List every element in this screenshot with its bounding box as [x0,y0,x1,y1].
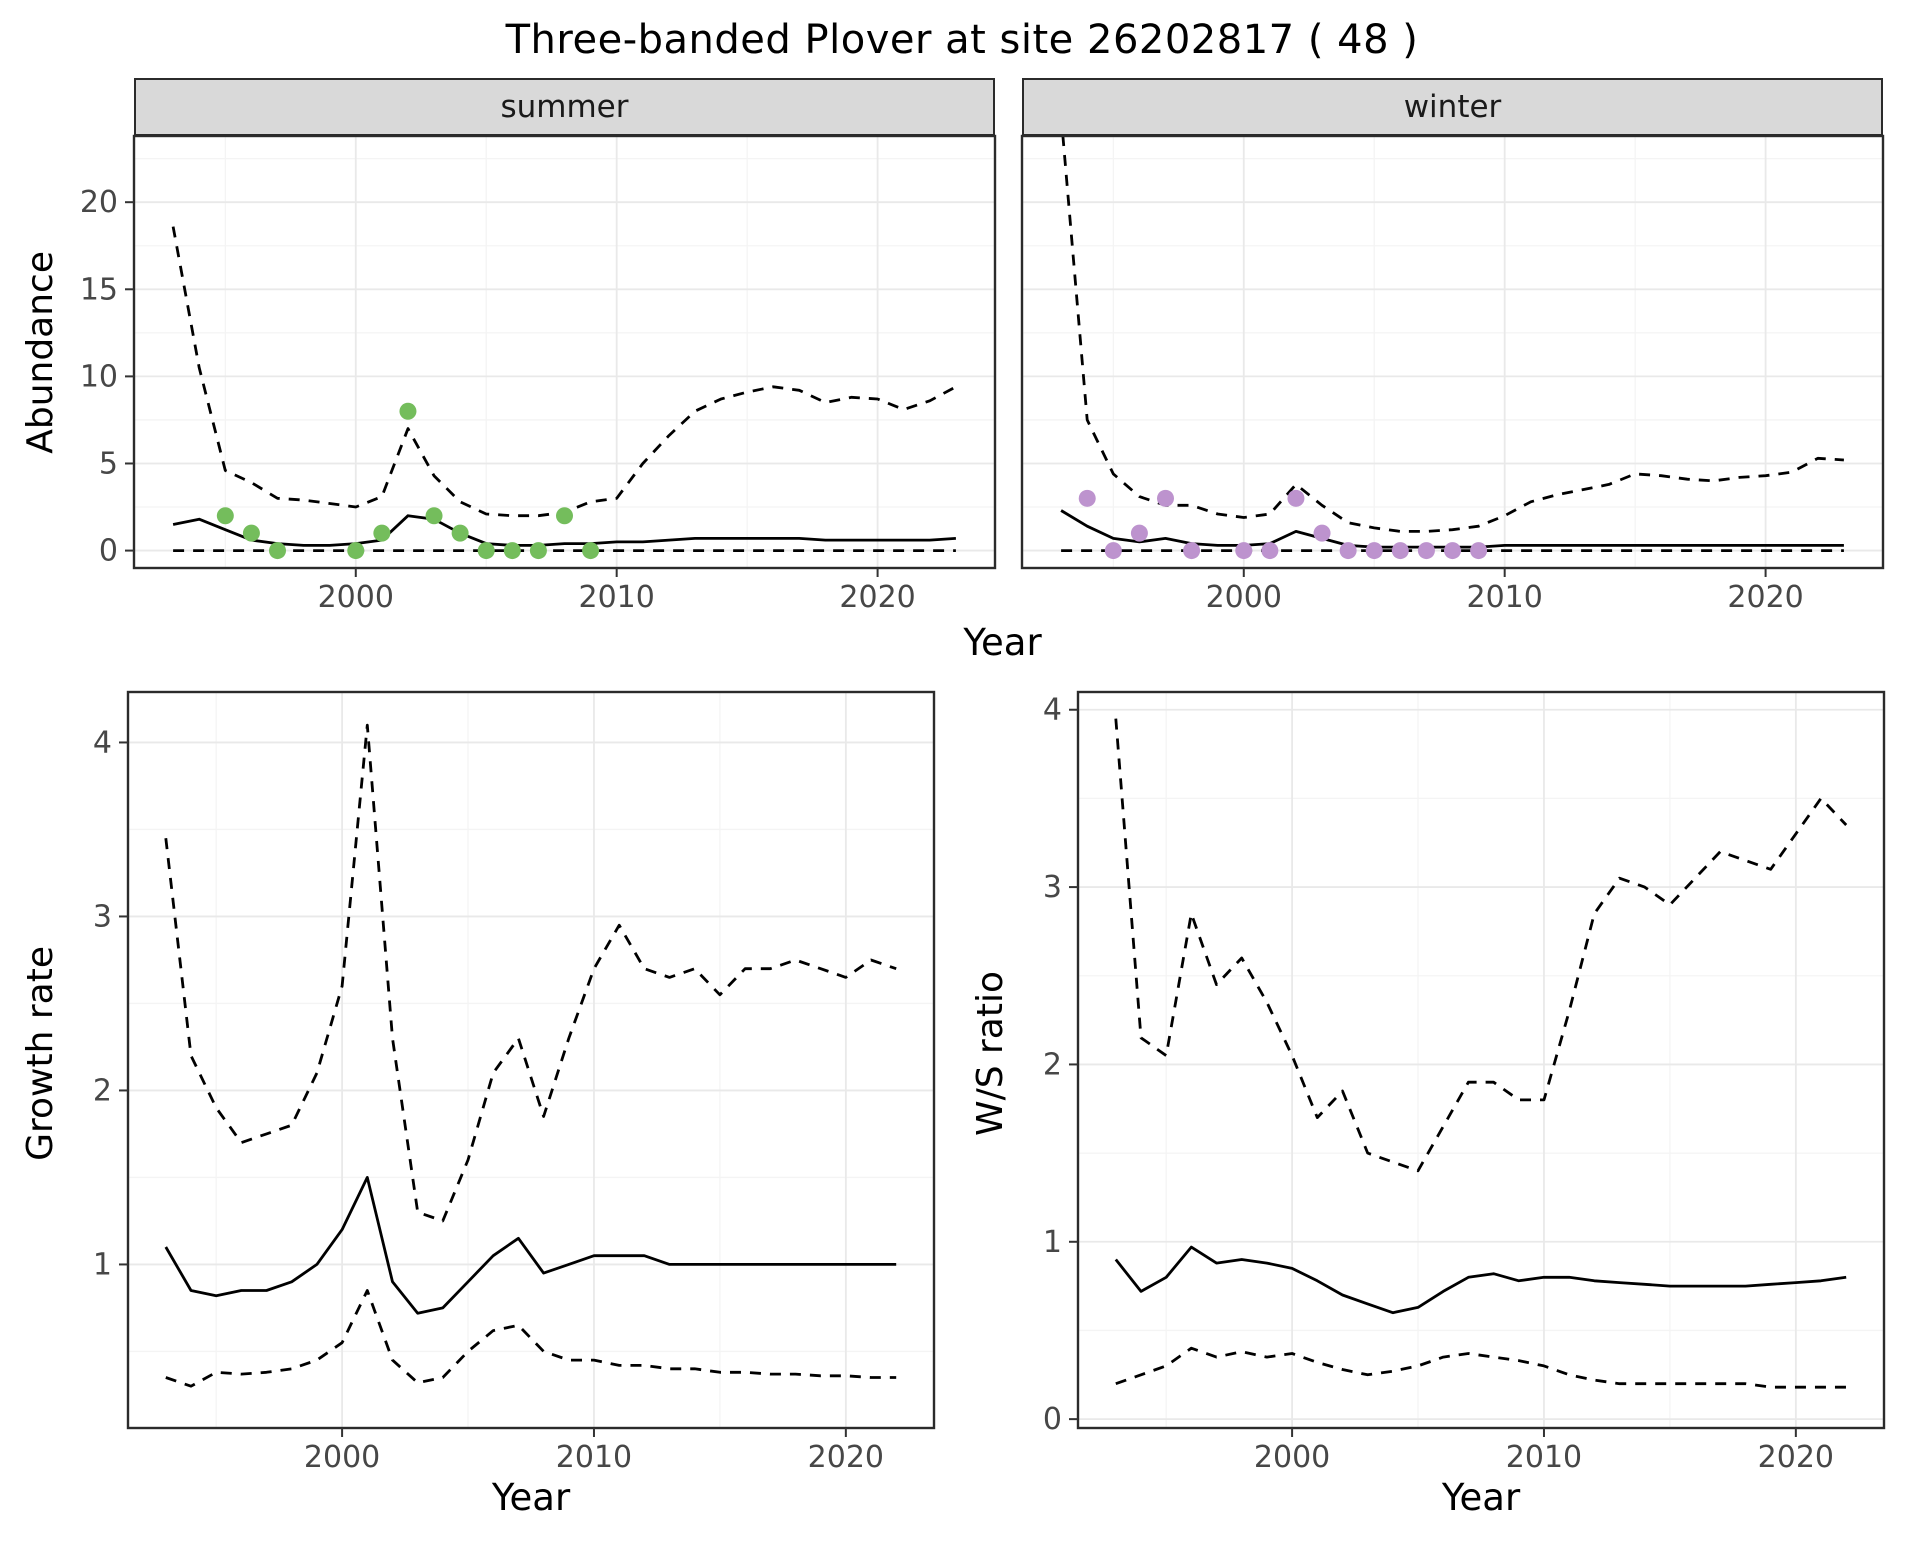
svg-text:4: 4 [1043,693,1062,728]
svg-text:15: 15 [80,272,118,307]
growth-rate-chart: 2000 2010 2020 1 2 3 4 [93,690,936,1474]
growth-plot-column: 2000 2010 2020 1 2 3 4 Year [68,684,944,1519]
svg-text:2: 2 [93,1073,112,1108]
ws-ylabel-column: W/S ratio [962,684,1018,1519]
growth-x-axis-label-text: Year [491,1476,571,1519]
growth-rate-plot: Growth rate 2000 2010 2020 1 2 3 4 Year [12,684,944,1519]
bottom-plots-row: Growth rate 2000 2010 2020 1 2 3 4 Year W/S ra… [12,684,1912,1519]
facet-strip-winter: winter [1022,78,1883,136]
abundance-winter-chart: 2000 2010 2020 [1020,134,1885,613]
svg-text:0: 0 [1043,1402,1062,1437]
svg-text:2000: 2000 [1254,1440,1330,1474]
facet-strip-winter-label: winter [1403,89,1502,125]
svg-text:1: 1 [93,1247,112,1282]
facet-strip-summer-label: summer [500,89,629,125]
svg-text:3: 3 [93,899,112,934]
svg-text:20: 20 [80,185,118,220]
ws-ratio-plot: W/S ratio 2000 2010 2020 0 1 2 3 4 Year [962,684,1894,1519]
ws-ratio-chart: 2000 2010 2020 0 1 2 3 4 [1043,690,1886,1474]
svg-text:2000: 2000 [304,1440,380,1474]
svg-text:1: 1 [1043,1225,1062,1260]
svg-text:2010: 2010 [1506,1440,1582,1474]
svg-text:3: 3 [1043,870,1062,905]
growth-ylabel-column: Growth rate [12,684,68,1519]
facet-row: summer 2000 2010 2020 0 5 10 15 20 winter 2000 2… [68,78,1887,613]
svg-text:2010: 2010 [556,1440,632,1474]
svg-text:5: 5 [99,446,118,481]
abundance-plot: Abundance summer 2000 2010 2020 0 5 10 15 20 wi… [12,78,1912,613]
ws-x-axis-label-text: Year [1441,1476,1521,1519]
facet-summer: summer 2000 2010 2020 0 5 10 15 20 [68,78,998,613]
facet-winter: winter 2000 2010 2020 [998,78,1887,613]
ws-plot-column: 2000 2010 2020 0 1 2 3 4 Year [1018,684,1894,1519]
svg-text:2010: 2010 [579,580,655,613]
svg-text:4: 4 [93,725,112,760]
svg-text:0: 0 [99,534,118,569]
abundance-x-axis-label-text: Year [963,621,1042,664]
svg-text:2010: 2010 [1467,580,1543,613]
svg-text:10: 10 [80,359,118,394]
svg-text:2020: 2020 [808,1440,884,1474]
svg-text:2020: 2020 [1727,580,1803,613]
abundance-y-axis-label: Abundance [19,250,61,454]
svg-text:2000: 2000 [318,580,394,613]
growth-x-axis-label: Year [68,1474,944,1519]
svg-text:2020: 2020 [839,580,915,613]
ws-y-axis-label: W/S ratio [969,970,1011,1137]
facet-strip-summer: summer [134,78,995,136]
figure-title: Three-banded Plover at site 26202817 ( 4… [505,17,1419,63]
abundance-summer-chart: 2000 2010 2020 0 5 10 15 20 [80,134,997,613]
abundance-ylabel-column: Abundance [12,78,68,613]
abundance-x-axis-label: Year [68,613,1887,668]
figure: Three-banded Plover at site 26202817 ( 4… [12,17,1912,1519]
svg-text:2020: 2020 [1758,1440,1834,1474]
svg-text:2: 2 [1043,1047,1062,1082]
growth-y-axis-label: Growth rate [19,946,61,1161]
ws-x-axis-label: Year [1018,1474,1894,1519]
svg-text:2000: 2000 [1206,580,1282,613]
